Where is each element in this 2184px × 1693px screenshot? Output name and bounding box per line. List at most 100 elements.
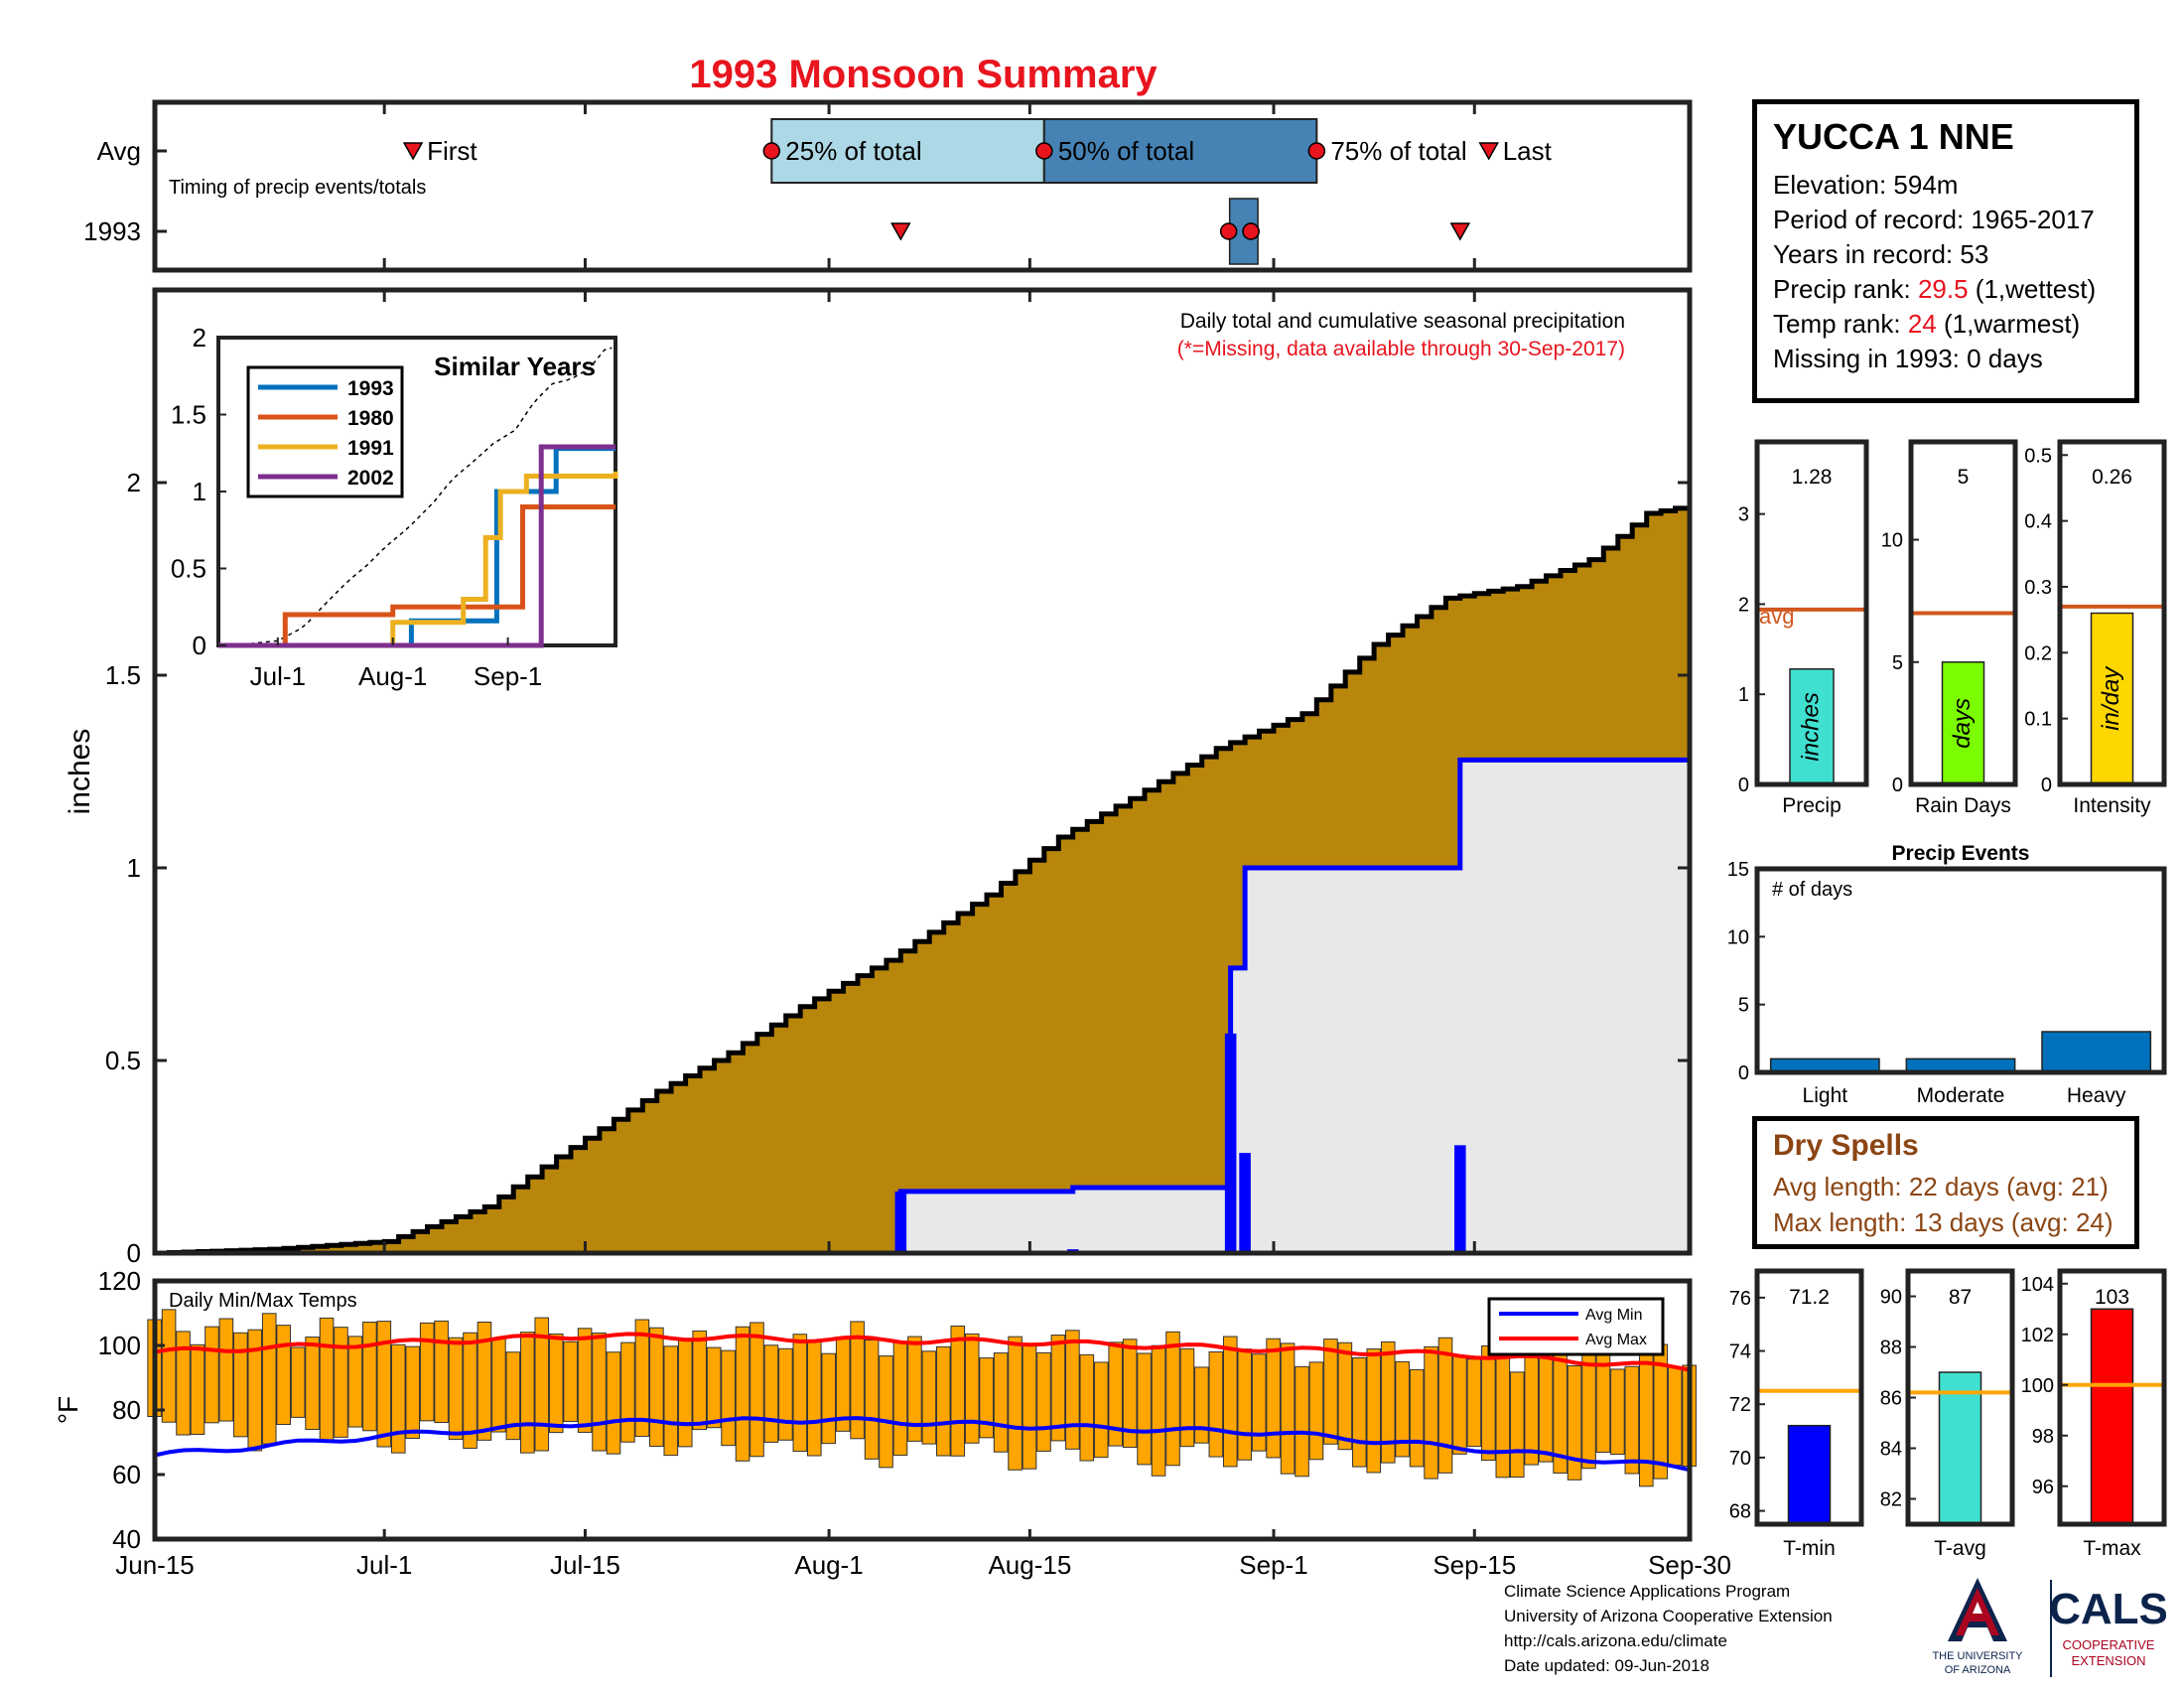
avg-max-line [154, 1332, 1691, 1372]
temp-range-bar [993, 1352, 1009, 1453]
temp-range-bar [592, 1333, 607, 1452]
temp-range-bar [864, 1340, 880, 1460]
temp-range-bar [505, 1351, 521, 1441]
temp-range-bar [879, 1355, 893, 1469]
inset-x-tick: Aug-1 [358, 661, 427, 691]
credit-line: Date updated: 09-Jun-2018 [1504, 1656, 1709, 1675]
dry-spells-title: Dry Spells [1773, 1129, 1919, 1162]
temp-range-bar [1194, 1366, 1209, 1444]
temp-range-bar [792, 1334, 808, 1453]
precip-rank-value: 29.5 [1917, 274, 1969, 304]
tbar-y-tick: 74 [1729, 1341, 1751, 1363]
tbar-y-tick: 82 [1880, 1489, 1902, 1511]
temp-range-bar [463, 1332, 478, 1450]
temp-range-bar [1610, 1368, 1625, 1456]
inset-y-tick: 1.5 [171, 400, 206, 430]
mini-frame [1908, 439, 2018, 787]
temp-range-bar [1065, 1330, 1080, 1450]
temp-range-bar [1452, 1355, 1467, 1455]
main-ylabel: inches [64, 729, 96, 815]
tbar-y-tick: 76 [1729, 1288, 1751, 1310]
temp-range-bar [1179, 1347, 1195, 1448]
precip-rank-prefix: Precip rank: [1773, 274, 1918, 304]
temp-range-bar [1337, 1341, 1353, 1451]
events-y-tick: 15 [1727, 859, 1749, 881]
tbar-y-tick: 68 [1729, 1501, 1751, 1523]
temp-range-bar [1567, 1365, 1582, 1481]
year-q25-marker [1219, 222, 1238, 240]
legend-label: Avg Min [1585, 1307, 1643, 1324]
temp-range-bar [1295, 1365, 1309, 1478]
temp-range-bar [176, 1331, 191, 1436]
main-missing-note: (*=Missing, data available through 30-Se… [1177, 338, 1625, 360]
temp-range-bar [218, 1318, 234, 1422]
avg-first-marker [402, 142, 424, 161]
dry-spells-box: Dry Spells Avg length: 22 days (avg: 21)… [1752, 1116, 2139, 1249]
temp-range-bar [305, 1337, 320, 1431]
timing-subtitle: Timing of precip events/totals [169, 177, 426, 199]
inset-x-tick: Jul-1 [250, 661, 306, 691]
temp-range-bar [964, 1333, 980, 1444]
daily-precip-bar [1224, 1033, 1237, 1253]
temps-y-tick: 40 [112, 1524, 141, 1554]
temps-ylabel: °F [53, 1396, 83, 1424]
temp-range-bar [1036, 1351, 1051, 1452]
inset-x-tick: Sep-1 [474, 661, 542, 691]
label-q75: 75% of total [1330, 136, 1466, 166]
mini-value: 5 [1958, 466, 1970, 489]
temp-range-bar [750, 1322, 764, 1458]
similar-years-inset: 0 0.5 1 1.5 2 Jul-1 Aug-1 Sep-1 Similar Years 199… [171, 323, 618, 691]
mini-y-tick: 0.3 [2024, 577, 2052, 599]
tbar-T-avg [1938, 1371, 1982, 1525]
temp-range-bar [634, 1319, 650, 1438]
avg-q25-marker [762, 142, 781, 160]
temp-range-bar [190, 1343, 205, 1436]
university-of-arizona-logo: THE UNIVERSITY OF ARIZONA [1932, 1578, 2023, 1676]
temp-range-bar [649, 1327, 664, 1447]
tbar-y-tick: 104 [2021, 1274, 2054, 1296]
station-years: Years in record: 53 [1773, 239, 1989, 269]
temp-range-bar [663, 1345, 679, 1457]
temp-range-bar [205, 1326, 219, 1424]
temp-range-bar [1481, 1344, 1496, 1462]
tbar-value: 71.2 [1789, 1286, 1830, 1309]
x-tick-label: Aug-1 [794, 1550, 863, 1580]
temp-range-bar [1395, 1360, 1410, 1458]
temp-range-bar [1323, 1339, 1338, 1445]
tbar-y-tick: 98 [2032, 1426, 2054, 1448]
temp-range-bar [448, 1337, 464, 1441]
year-cumulative-area [155, 760, 1690, 1253]
temp-range-bar [276, 1325, 291, 1426]
temp-range-bar [1165, 1331, 1180, 1467]
inset-title: Similar Years [434, 352, 596, 381]
precip-rank: Precip rank: 29.5 (1,wettest) [1773, 272, 2134, 307]
avg-last-marker [1478, 142, 1500, 161]
main-note: Daily total and cumulative seasonal prec… [1180, 310, 1625, 333]
legend-label: 1993 [347, 377, 394, 400]
temp-range-bar [1222, 1336, 1238, 1468]
temp-range-bar [778, 1347, 793, 1441]
tbar-frame [2057, 1268, 2167, 1527]
year-last-marker [1449, 222, 1471, 241]
tbar-y-tick: 100 [2021, 1375, 2054, 1397]
temp-range-bar [979, 1357, 994, 1439]
temp-range-bar [892, 1341, 908, 1457]
tbar-value: 87 [1949, 1286, 1972, 1309]
mini-bar-panels: 0 1 2 3 1.28 inches Precip 0 5 10 5 days Rain Days 0 0… [1738, 439, 2167, 817]
dry-avg-length: Avg length: 22 days (avg: 21) [1773, 1172, 2109, 1201]
temp-range-bar [1251, 1353, 1267, 1452]
temp-range-bar [950, 1325, 966, 1457]
page-title: 1993 Monsoon Summary [689, 53, 1158, 96]
temp-range-bar [921, 1350, 937, 1445]
temp-range-bar [1495, 1354, 1511, 1479]
temp-range-bar [405, 1345, 421, 1439]
y-tick-label: 0 [127, 1238, 141, 1268]
inset-series-2002 [218, 444, 615, 648]
daily-precip-bar [1454, 1145, 1466, 1253]
temp-rank-prefix: Temp rank: [1773, 309, 1908, 339]
temp-rank: Temp rank: 24 (1,warmest) [1773, 307, 2134, 342]
tbar-T-max [2090, 1308, 2134, 1525]
inset-y-tick: 0.5 [171, 554, 206, 584]
mini-y-tick: 0 [2041, 775, 2052, 796]
tbar-y-tick: 90 [1880, 1287, 1902, 1309]
